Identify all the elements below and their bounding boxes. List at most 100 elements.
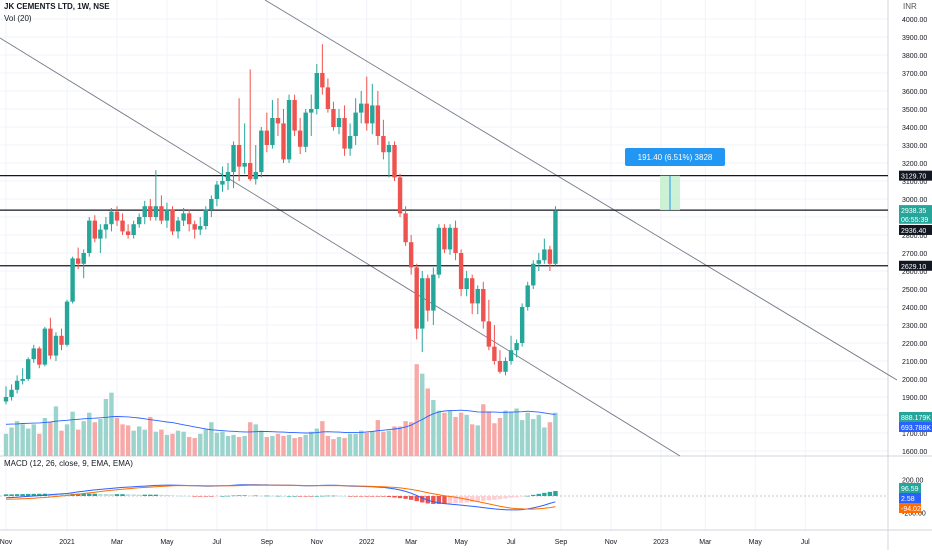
volume-bar xyxy=(314,428,319,456)
macd-histogram-bar xyxy=(26,493,31,496)
candle-body xyxy=(431,274,436,311)
candle-body xyxy=(286,100,292,160)
candle-body xyxy=(214,184,220,199)
volume-bar xyxy=(231,434,236,456)
volume-badge xyxy=(899,422,932,432)
volume-bar xyxy=(347,433,353,456)
macd-histogram-bar xyxy=(303,496,308,497)
volume-bar xyxy=(458,412,464,456)
macd-histogram-bar xyxy=(275,495,281,497)
volume-bar xyxy=(336,437,342,456)
macd-histogram-bar xyxy=(403,496,408,499)
volume-bar xyxy=(370,431,375,456)
time-axis-label: May xyxy=(454,539,468,546)
price-tick-label: 3900.00 xyxy=(902,35,927,42)
candle-body xyxy=(14,380,20,390)
volume-bar xyxy=(125,425,131,456)
candle-body xyxy=(120,220,125,232)
macd-histogram-bar xyxy=(347,496,353,497)
macd-histogram-bar xyxy=(392,496,397,498)
volume-bar xyxy=(14,421,20,456)
volume-bar xyxy=(198,433,203,456)
volume-bar xyxy=(142,429,147,456)
volume-legend: Vol (20) xyxy=(4,14,32,23)
volume-bar xyxy=(386,430,392,456)
candle-body xyxy=(75,258,81,264)
volume-bar xyxy=(175,430,181,456)
candle-body xyxy=(109,211,114,225)
candle-body xyxy=(275,118,281,124)
price-tick-label: 3000.00 xyxy=(902,197,927,204)
macd-histogram-bar xyxy=(281,496,286,497)
time-axis-label: Nov xyxy=(0,539,13,546)
volume-bar xyxy=(525,412,530,456)
volume-bar xyxy=(59,430,64,456)
candle-body xyxy=(281,123,286,160)
volume-bar xyxy=(164,434,170,456)
candle-body xyxy=(320,73,325,88)
macd-histogram-bar xyxy=(125,494,131,496)
macd-histogram-bar xyxy=(98,493,103,496)
volume-bar xyxy=(492,423,497,456)
volume-bar xyxy=(397,426,403,456)
candle-body xyxy=(525,285,530,307)
candle-body xyxy=(303,112,308,147)
candle-body xyxy=(503,361,508,372)
volume-bar xyxy=(42,418,48,456)
price-tick-label: 2800.00 xyxy=(902,233,927,240)
time-axis-label: 2023 xyxy=(653,539,669,546)
volume-bar xyxy=(225,435,231,456)
signal-line xyxy=(5,484,556,510)
macd-histogram-bar xyxy=(231,495,236,497)
currency-label: INR xyxy=(903,2,917,11)
macd-histogram-bar xyxy=(203,496,208,497)
volume-bar xyxy=(109,392,114,456)
volume-bar xyxy=(26,428,31,456)
candle-body xyxy=(220,181,225,185)
volume-badge-text: 693.788K xyxy=(901,425,931,432)
candle-body xyxy=(64,301,70,345)
volume-bar xyxy=(503,410,508,456)
volume-bar xyxy=(236,437,242,456)
candle-body xyxy=(253,172,258,180)
measure-label: 191.40 (6.51%) 3828 xyxy=(638,153,713,162)
macd-histogram-bar xyxy=(75,493,81,496)
macd-histogram-bar xyxy=(359,496,364,497)
macd-histogram-bar xyxy=(314,496,319,497)
volume-bar xyxy=(325,435,331,456)
price-tick-label: 3400.00 xyxy=(902,125,927,132)
volume-bar xyxy=(159,429,164,456)
macd-histogram-bar xyxy=(198,496,203,497)
macd-histogram-bar xyxy=(120,494,125,496)
price-axis-badge-text: 2938.35 xyxy=(901,208,926,215)
volume-bar xyxy=(259,430,264,456)
volume-bar xyxy=(275,433,281,456)
volume-bar xyxy=(331,439,336,456)
candle-body xyxy=(203,209,208,226)
macd-histogram-bar xyxy=(342,496,347,497)
candle-body xyxy=(131,224,136,235)
price-axis-badge xyxy=(899,213,932,224)
macd-histogram-bar xyxy=(3,494,9,496)
macd-histogram-bar xyxy=(59,493,64,496)
macd-histogram-bar xyxy=(331,495,336,497)
candle-body xyxy=(397,177,403,214)
volume-bar xyxy=(431,400,436,456)
candle-body xyxy=(414,267,419,329)
macd-histogram-bar xyxy=(164,495,170,496)
candle-body xyxy=(364,103,369,124)
candle-body xyxy=(225,172,231,181)
volume-badge-text: 888.179K xyxy=(901,415,931,422)
candle-body xyxy=(137,217,142,225)
macd-histogram-bar xyxy=(436,496,442,504)
candle-body xyxy=(519,307,525,343)
macd-histogram-bar xyxy=(236,495,242,496)
candle-body xyxy=(9,389,14,397)
volume-bar xyxy=(75,429,81,456)
volume-bar xyxy=(514,408,519,456)
volume-bar xyxy=(48,422,53,456)
macd-histogram-bar xyxy=(386,496,392,497)
price-tick-label: 3200.00 xyxy=(902,161,927,168)
